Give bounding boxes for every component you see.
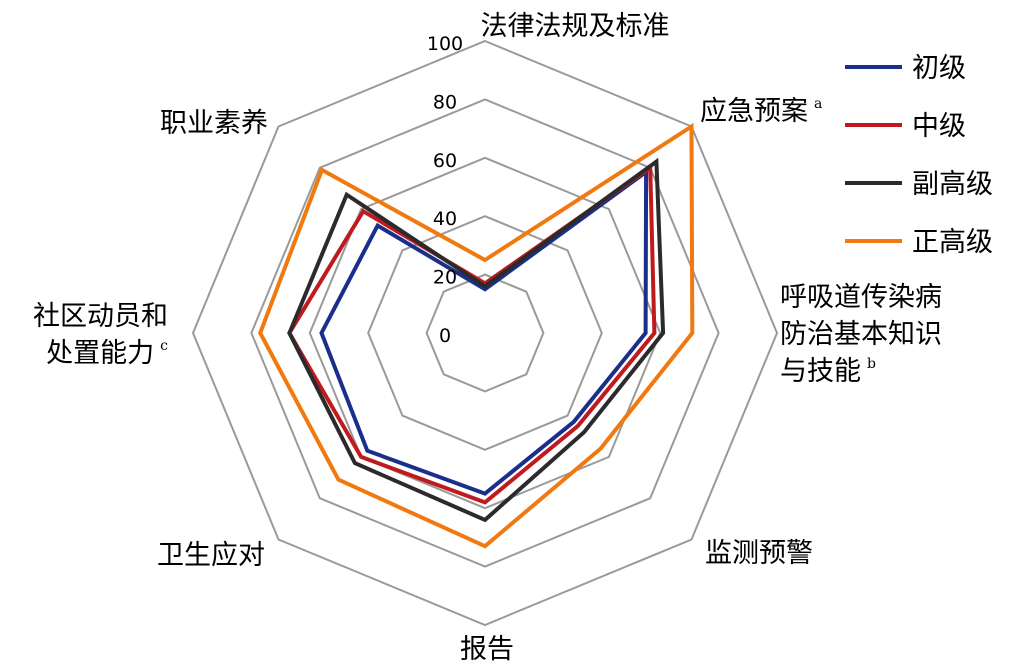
axis-label-6: 处置能力 c: [46, 338, 168, 369]
radar-series: [258, 122, 695, 549]
grid-ring-4: [191, 39, 779, 627]
axis-label-0: 法律法规及标准: [481, 11, 670, 42]
tick-label: 80: [433, 91, 457, 113]
legend-label-1: 中级: [912, 111, 966, 142]
grid-ring-1: [367, 215, 603, 451]
axis-label-5: 卫生应对: [157, 540, 265, 571]
legend-label-3: 正高级: [912, 227, 993, 258]
axis-label-note: a: [814, 96, 822, 112]
axis-label-note: b: [867, 356, 876, 372]
grid-ring-2: [308, 156, 662, 510]
axis-label-7: 职业素养: [160, 108, 268, 139]
legend-label-0: 初级: [912, 53, 966, 84]
series-line-1: [287, 164, 657, 505]
radar-tick-labels: 0 20 40 60 80 100: [427, 33, 463, 347]
axis-label-1: 应急预案 a: [700, 96, 822, 127]
axis-label-2: 防治基本知识: [780, 319, 942, 350]
series-line-3: [258, 122, 695, 549]
tick-label: 100: [427, 33, 463, 55]
axis-label-4: 报告: [460, 634, 514, 665]
tick-label: 0: [439, 325, 451, 347]
axis-label-6: 社区动员和: [33, 301, 168, 332]
legend-label-2: 副高级: [912, 169, 993, 200]
tick-label: 20: [433, 267, 457, 289]
axis-label-3: 监测预警: [705, 538, 813, 569]
grid-ring-3: [250, 98, 720, 568]
series-line-0: [319, 167, 649, 496]
radar-grid: [191, 39, 779, 627]
axis-label-note: c: [160, 338, 168, 354]
tick-label: 60: [433, 150, 457, 172]
grid-ring-0: [425, 273, 545, 393]
tick-label: 40: [433, 208, 457, 230]
axis-label-2: 呼吸道传染病: [780, 282, 942, 313]
series-line-2: [287, 157, 666, 523]
axis-label-2: 与技能 b: [780, 356, 876, 387]
